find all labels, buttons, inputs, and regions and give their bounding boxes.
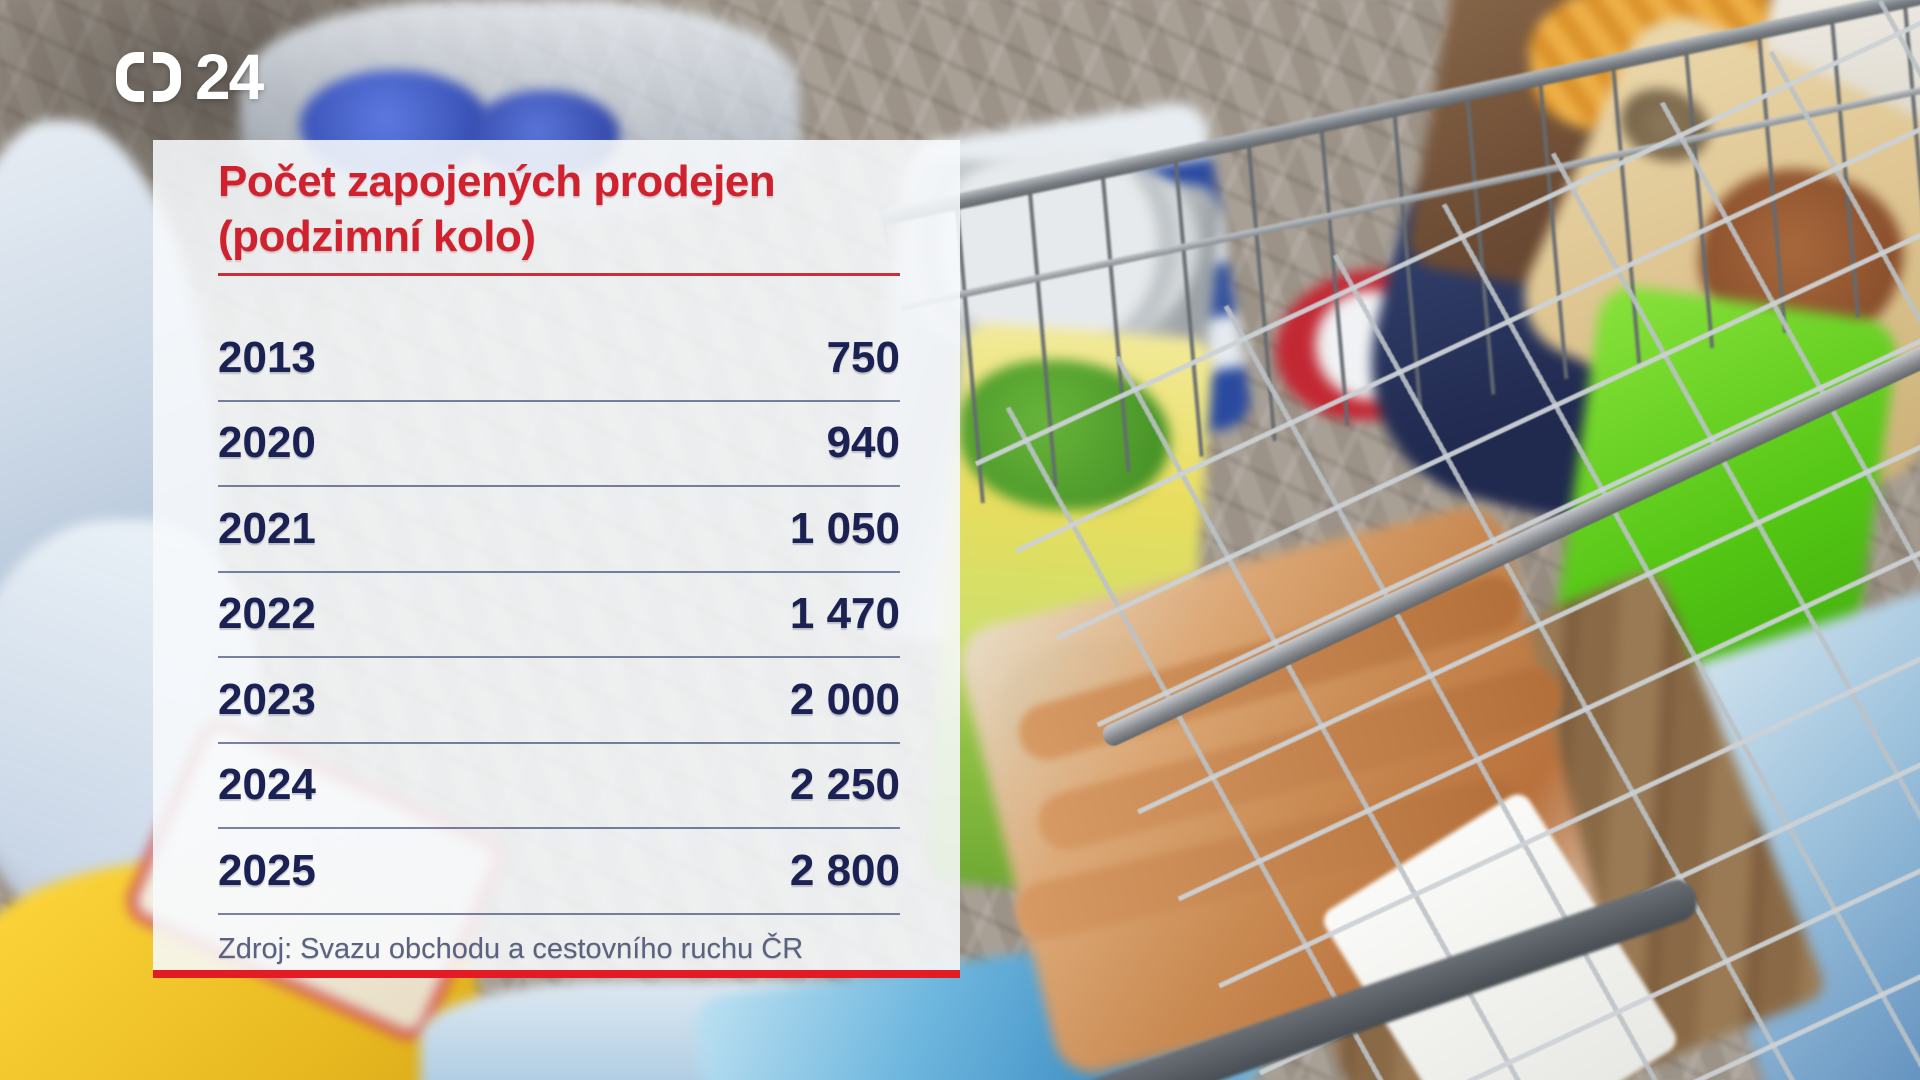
ct24-logo-text: 24 [195, 41, 264, 113]
row-year: 2022 [218, 589, 316, 639]
row-year: 2024 [218, 760, 316, 810]
table-row: 2021 1 050 [218, 487, 900, 573]
table-row: 2023 2 000 [218, 658, 900, 744]
row-value: 1 470 [789, 589, 900, 639]
table-row: 2013 750 [218, 316, 900, 402]
row-year: 2020 [218, 418, 316, 468]
ct-logo-left-half [116, 52, 144, 102]
chart-title: Počet zapojených prodejen (podzimní kolo… [218, 154, 900, 264]
row-value: 1 050 [789, 503, 900, 553]
ct24-logo: 24 [116, 41, 264, 113]
table-row: 2024 2 250 [218, 744, 900, 829]
row-value: 2 250 [789, 760, 900, 810]
table-row: 2020 940 [218, 402, 900, 487]
ct-logo-right-half [153, 52, 181, 102]
row-value: 750 [826, 332, 900, 382]
title-underline [218, 273, 900, 276]
row-year: 2025 [218, 845, 316, 895]
row-year: 2013 [218, 332, 316, 382]
ct-logo-icon [116, 52, 181, 102]
row-value: 940 [826, 418, 900, 468]
data-table: 2013 750 2020 940 2021 1 050 2022 1 470 … [218, 316, 900, 915]
row-year: 2021 [218, 503, 316, 553]
row-value: 2 000 [789, 674, 900, 724]
panel-content: Počet zapojených prodejen (podzimní kolo… [153, 140, 960, 978]
table-row: 2025 2 800 [218, 829, 900, 915]
source-caption: Zdroj: Svazu obchodu a cestovního ruchu … [218, 932, 804, 965]
infographic-panel: Počet zapojených prodejen (podzimní kolo… [153, 140, 960, 978]
chart-title-line2: (podzimní kolo) [218, 212, 536, 261]
row-value: 2 800 [789, 845, 900, 895]
table-row: 2022 1 470 [218, 573, 900, 658]
row-year: 2023 [218, 674, 316, 724]
panel-bottom-red-bar [153, 970, 960, 978]
chart-title-line1: Počet zapojených prodejen [218, 157, 776, 206]
